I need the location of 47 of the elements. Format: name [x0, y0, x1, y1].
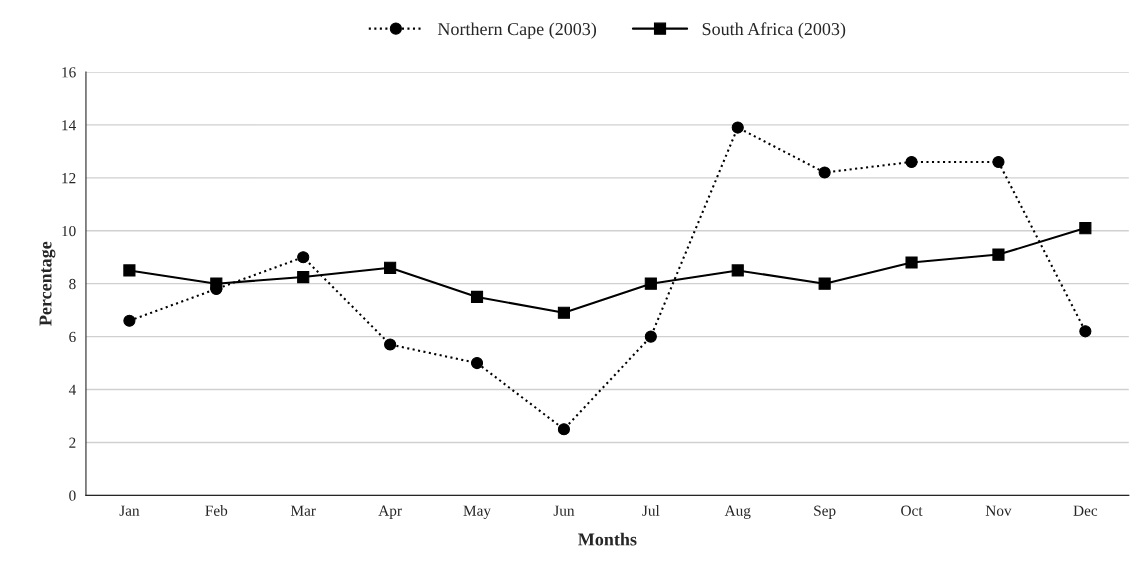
point — [384, 338, 397, 351]
point — [644, 277, 657, 290]
point — [297, 251, 310, 264]
x-tick-label: Feb — [205, 505, 228, 516]
x-tick-label: Apr — [378, 505, 402, 519]
x-axis-title: Months — [578, 532, 637, 546]
point — [123, 264, 136, 277]
point — [557, 306, 570, 319]
y-tick-label: 2 — [69, 437, 76, 448]
point — [123, 314, 136, 327]
x-tick-label: Jan — [119, 505, 140, 516]
point — [992, 248, 1005, 261]
point — [557, 423, 570, 436]
x-tick-label: Oct — [901, 505, 923, 516]
point — [731, 264, 744, 277]
point — [905, 256, 918, 269]
x-tick-label: Nov — [985, 505, 1012, 516]
y-tick-label: 6 — [69, 331, 76, 343]
point — [297, 270, 310, 284]
point — [470, 356, 484, 370]
x-tick-label: Jun — [553, 505, 575, 516]
x-tick-label: Aug — [724, 505, 751, 519]
point — [818, 277, 831, 290]
y-tick-label: 8 — [69, 278, 76, 290]
legend-label: Northern Cape (2003) — [437, 22, 597, 39]
y-tick-label: 4 — [68, 384, 76, 395]
x-tick-label: Mar — [290, 505, 316, 516]
point — [1079, 222, 1092, 235]
point — [384, 261, 397, 274]
point — [644, 330, 657, 343]
legend-label: South Africa (2003) — [702, 22, 846, 39]
point — [905, 155, 918, 169]
point — [818, 166, 831, 179]
y-axis-title: Percentage — [39, 241, 56, 326]
point — [731, 121, 744, 134]
y-tick-label: 12 — [62, 173, 76, 184]
point — [992, 155, 1005, 169]
point — [470, 290, 484, 303]
y-tick-label: 0 — [69, 490, 76, 501]
y-tick-label: 16 — [62, 67, 76, 78]
point — [1079, 325, 1092, 338]
x-tick-label: Jul — [642, 505, 660, 516]
x-tick-label: Sep — [814, 505, 836, 519]
x-tick-label: May — [463, 505, 491, 519]
y-tick-label: 14 — [62, 120, 76, 131]
y-tick-label: 10 — [62, 225, 76, 237]
x-tick-label: Dec — [1073, 505, 1098, 516]
